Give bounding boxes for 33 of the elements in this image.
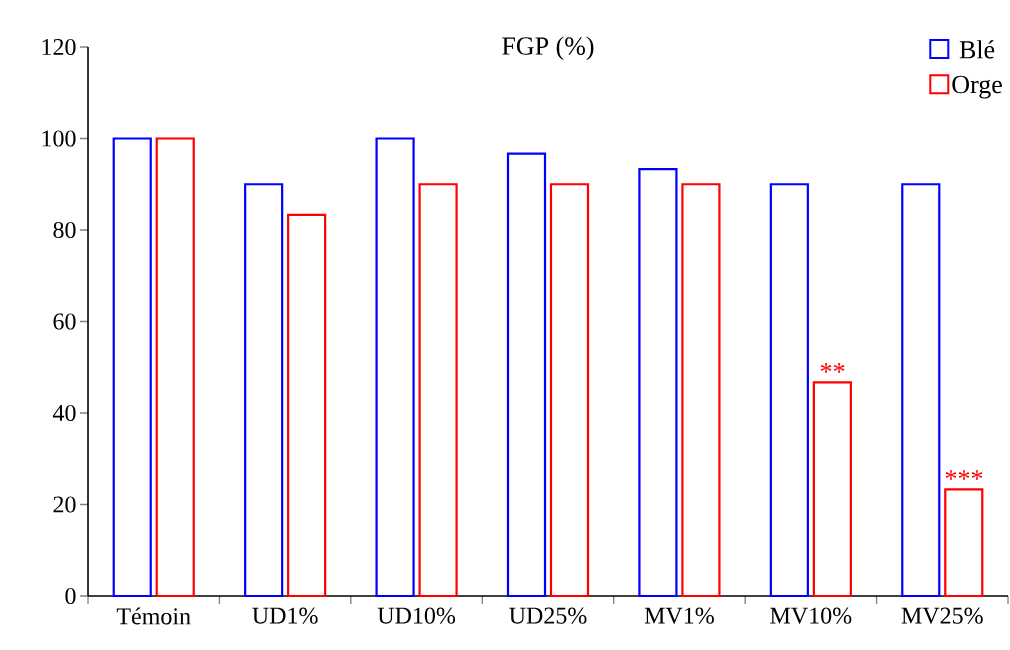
- bar: [287, 213, 327, 598]
- bar: [681, 183, 721, 598]
- y-tick-label: 80: [53, 221, 76, 239]
- bar: [112, 137, 152, 598]
- x-tick-label: MV10%: [770, 607, 852, 624]
- y-tick-label: 120: [42, 38, 76, 56]
- y-tick-label: 20: [53, 496, 76, 513]
- bar: [812, 381, 852, 598]
- bar: [155, 137, 195, 598]
- chart-title: FGP (%): [502, 36, 594, 61]
- bar: [944, 488, 984, 598]
- bar: [375, 137, 415, 598]
- bar: [901, 183, 941, 598]
- y-tick-label: 0: [65, 587, 76, 605]
- y-tick-label: 40: [52, 404, 76, 422]
- bar: [638, 168, 678, 598]
- x-tick-label: UD10%: [377, 607, 456, 624]
- x-tick-label: MV25%: [901, 607, 983, 624]
- bar: [506, 152, 547, 598]
- bar: [549, 183, 590, 598]
- legend-label: Blé: [959, 40, 995, 59]
- annotation: ***: [945, 470, 983, 480]
- y-tick-label: 60: [53, 313, 76, 330]
- bar: [244, 183, 284, 598]
- x-tick-label: Témoin: [116, 607, 191, 625]
- x-tick-label: UD1%: [252, 607, 318, 624]
- annotation: **: [820, 363, 845, 373]
- legend-label: Orge: [952, 75, 1002, 99]
- x-tick-label: UD25%: [509, 607, 587, 624]
- x-tick-label: MV1%: [644, 607, 714, 624]
- bar: [418, 183, 458, 598]
- y-tick-label: 100: [42, 130, 76, 147]
- bar: [769, 183, 809, 598]
